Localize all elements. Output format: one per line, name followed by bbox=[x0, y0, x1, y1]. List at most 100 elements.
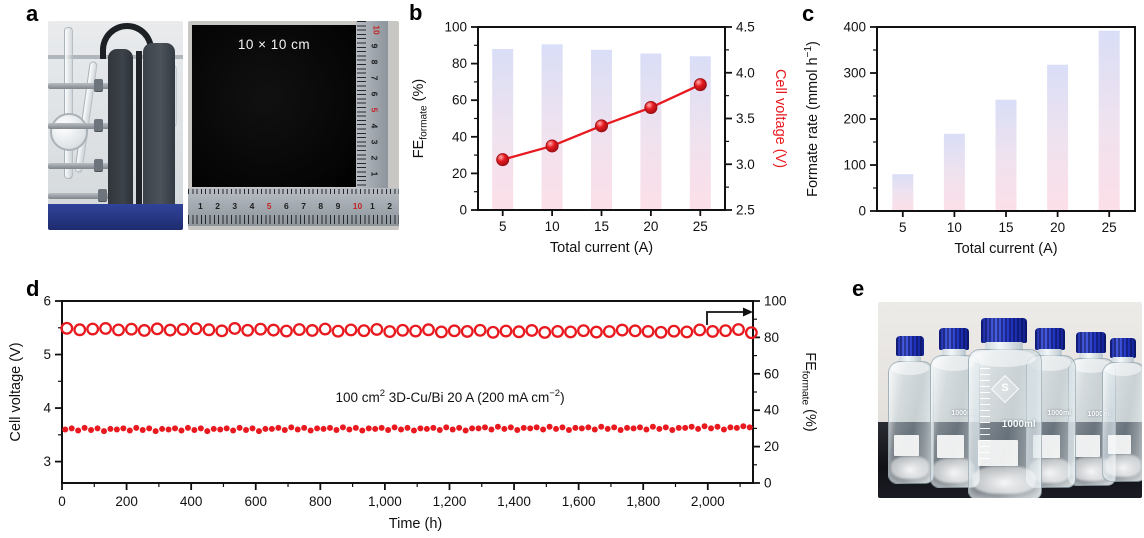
ruler-number: 6 bbox=[369, 91, 380, 97]
ruler-number: 1 bbox=[370, 201, 375, 211]
ruler-number: 1 bbox=[369, 171, 380, 177]
bottle-neck bbox=[1112, 357, 1134, 365]
svg-text:0: 0 bbox=[58, 494, 66, 509]
svg-text:400: 400 bbox=[843, 20, 866, 35]
svg-text:20: 20 bbox=[452, 166, 467, 181]
ruler-number: 10 bbox=[352, 201, 363, 211]
ruler-number: 2 bbox=[387, 201, 392, 211]
svg-text:FEformate (%): FEformate (%) bbox=[800, 352, 819, 431]
bottle-sheen bbox=[890, 360, 930, 376]
svg-text:Time (h): Time (h) bbox=[389, 516, 442, 532]
ruler-ticks bbox=[188, 215, 399, 224]
cell-gap bbox=[136, 51, 142, 209]
electrode-size-caption: 10 × 10 cm bbox=[237, 37, 311, 52]
bottle-sediment bbox=[972, 465, 1036, 495]
ruler-number: 7 bbox=[369, 75, 380, 81]
svg-text:40: 40 bbox=[452, 129, 467, 144]
svg-text:800: 800 bbox=[309, 494, 332, 509]
svg-text:10: 10 bbox=[947, 220, 962, 235]
svg-text:20: 20 bbox=[764, 439, 779, 454]
bottle-neck bbox=[985, 342, 1023, 352]
electrode-square bbox=[192, 25, 356, 187]
chart-fe-voltage-vs-current: 0 20 40 60 80 100 2.5 3.0 3.5 4.0 4.5 5 10 15 20 25 Tota… bbox=[411, 20, 788, 257]
panel-label-e: e bbox=[852, 276, 865, 301]
bolt-rod bbox=[48, 193, 118, 199]
ruler-number: 8 bbox=[318, 201, 324, 211]
bottle-sheen bbox=[932, 354, 976, 371]
bottle-cap bbox=[1109, 338, 1137, 358]
svg-text:1,200: 1,200 bbox=[433, 494, 467, 509]
reagent-bottle bbox=[888, 336, 934, 484]
bottle-volume-text: 1000ml bbox=[951, 410, 976, 418]
svg-text:1,800: 1,800 bbox=[626, 494, 660, 509]
svg-text:4.5: 4.5 bbox=[736, 20, 755, 35]
bottle-cap bbox=[938, 328, 970, 351]
svg-text:100: 100 bbox=[444, 20, 467, 35]
bottle-graduations bbox=[979, 368, 990, 462]
svg-text:80: 80 bbox=[764, 330, 779, 345]
svg-text:25: 25 bbox=[1102, 220, 1117, 235]
glass-tube bbox=[64, 27, 73, 179]
svg-text:300: 300 bbox=[843, 66, 866, 81]
svg-text:4: 4 bbox=[43, 401, 51, 416]
svg-text:100 cm2 3D-Cu/Bi 20 A (2: 100 cm2 3D-Cu/Bi 20 A (200 mA cm−2) bbox=[335, 388, 564, 405]
svg-text:3.0: 3.0 bbox=[736, 157, 755, 172]
hex-nut bbox=[98, 189, 107, 201]
svg-text:600: 600 bbox=[244, 494, 267, 509]
svg-text:Cell voltage (V): Cell voltage (V) bbox=[772, 69, 788, 168]
svg-text:200: 200 bbox=[115, 494, 138, 509]
ruler-number: 5 bbox=[266, 201, 272, 211]
svg-text:0: 0 bbox=[459, 203, 467, 218]
panel-label-b: b bbox=[409, 0, 423, 25]
bottle-neck bbox=[898, 355, 922, 363]
panel-label-d: d bbox=[26, 276, 40, 301]
svg-text:10: 10 bbox=[545, 219, 560, 234]
svg-text:Total current (A): Total current (A) bbox=[550, 240, 653, 256]
bottle-sheen bbox=[1104, 362, 1142, 377]
bottle-sediment bbox=[1104, 454, 1142, 478]
bottle-label bbox=[894, 435, 919, 456]
svg-text:Total current (A): Total current (A) bbox=[954, 241, 1057, 257]
bolt-rod bbox=[48, 123, 114, 129]
hex-nut bbox=[94, 119, 103, 131]
bottle-cap bbox=[980, 318, 1028, 344]
electrode-photo: 10 × 10 cm 10 9 8 7 6 5 4 3 2 1 1 2 3 4 5 6 7 8 9 10 1 2 bbox=[188, 21, 399, 230]
svg-text:0: 0 bbox=[764, 476, 772, 491]
svg-text:3.5: 3.5 bbox=[736, 111, 755, 126]
bottle-label bbox=[1107, 434, 1132, 455]
bottle-volume-text: 1000ml bbox=[1087, 411, 1112, 419]
svg-text:5: 5 bbox=[899, 220, 907, 235]
svg-text:40: 40 bbox=[764, 403, 779, 418]
ruler-vertical: 10 9 8 7 6 5 4 3 2 1 bbox=[356, 21, 388, 188]
bottle-cap bbox=[895, 336, 925, 357]
ruler-number: 9 bbox=[369, 43, 380, 49]
svg-text:100: 100 bbox=[843, 158, 866, 173]
svg-text:25: 25 bbox=[693, 219, 708, 234]
bottle-volume-text: 1000ml bbox=[1047, 410, 1072, 418]
bottle-volume-text: 1000ml bbox=[1001, 418, 1036, 430]
chart-stability-vs-time: 0 200 400 600 800 1,000 1,200 1,400 1,600 1,800 2,… bbox=[8, 294, 819, 533]
svg-text:100: 100 bbox=[764, 294, 787, 309]
svg-text:1,400: 1,400 bbox=[497, 494, 531, 509]
svg-text:0: 0 bbox=[858, 204, 866, 219]
svg-text:60: 60 bbox=[764, 366, 779, 381]
hex-nut bbox=[94, 79, 103, 91]
svg-text:5: 5 bbox=[499, 219, 507, 234]
ruler-number: 3 bbox=[232, 201, 238, 211]
ruler-number: 6 bbox=[284, 201, 289, 211]
ruler-number: 2 bbox=[215, 201, 220, 211]
bottle-label bbox=[1074, 435, 1101, 457]
svg-text:20: 20 bbox=[643, 219, 658, 234]
svg-text:20: 20 bbox=[1050, 220, 1065, 235]
panel-label-c: c bbox=[802, 1, 815, 26]
bottle-cap bbox=[1076, 332, 1106, 354]
svg-text:FEformate (%): FEformate (%) bbox=[411, 79, 430, 158]
svg-text:400: 400 bbox=[180, 494, 203, 509]
svg-text:6: 6 bbox=[43, 294, 51, 309]
electrolyzer-photo bbox=[48, 21, 183, 230]
bottle-label bbox=[936, 435, 964, 458]
ruler-ticks bbox=[188, 189, 399, 194]
reagent-bottle: 1000ml S bbox=[968, 318, 1042, 498]
svg-text:1,000: 1,000 bbox=[368, 494, 402, 509]
